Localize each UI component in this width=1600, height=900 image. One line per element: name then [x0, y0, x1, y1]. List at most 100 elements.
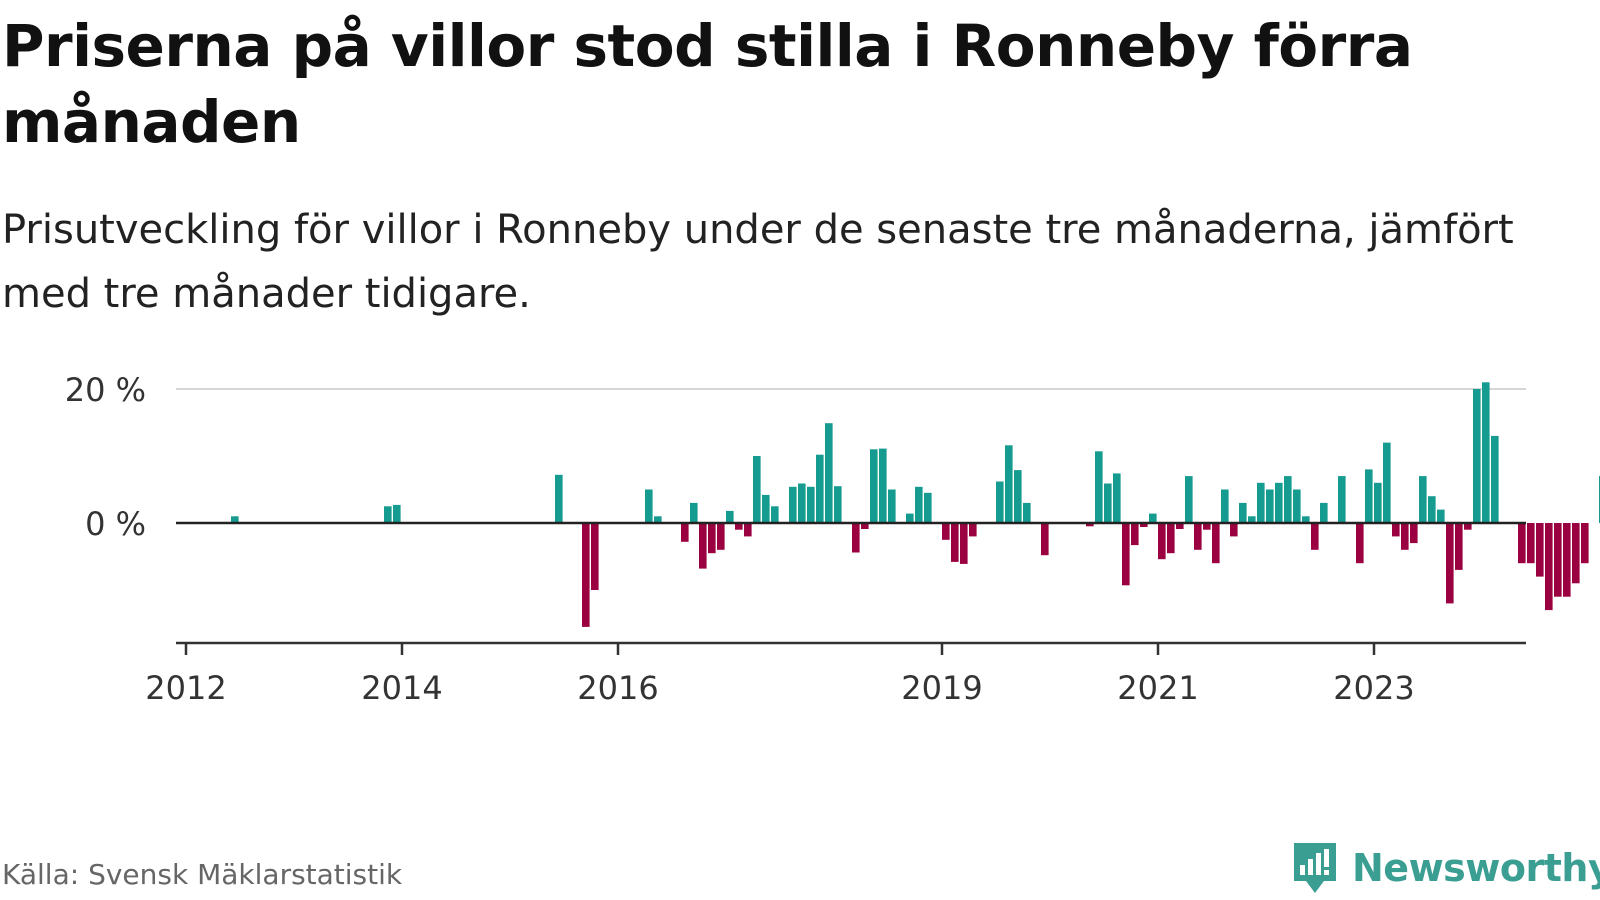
bar	[1014, 470, 1022, 523]
y-tick-label: 0 %	[85, 505, 146, 543]
bar	[753, 456, 761, 523]
bar	[1221, 489, 1229, 523]
bar	[807, 486, 815, 523]
bar	[231, 516, 239, 523]
bar	[1131, 523, 1139, 546]
bar	[888, 489, 896, 523]
bar	[591, 523, 599, 590]
bar	[555, 474, 563, 523]
brand-name: Newsworthy	[1352, 846, 1600, 890]
bar	[1005, 445, 1013, 523]
bar	[1374, 482, 1382, 523]
bar	[384, 506, 392, 524]
bar	[1446, 523, 1454, 604]
bar	[1527, 523, 1535, 564]
bar	[1410, 523, 1418, 544]
bar	[1563, 523, 1571, 597]
bar	[1293, 489, 1301, 523]
source-note: Källa: Svensk Mäklarstatistik	[2, 858, 403, 891]
x-tick-label: 2023	[1333, 669, 1414, 707]
bar	[1122, 523, 1130, 586]
bar	[915, 486, 923, 523]
bar	[861, 523, 869, 529]
bar	[690, 502, 698, 523]
bar	[1383, 442, 1391, 523]
bar	[1401, 523, 1409, 550]
bar	[1266, 489, 1274, 523]
newsworthy-logo-icon	[1294, 843, 1336, 893]
bar	[852, 523, 860, 553]
bar	[798, 483, 806, 523]
bar	[1311, 523, 1319, 550]
bar	[1113, 473, 1121, 523]
bar	[1554, 523, 1562, 597]
bar	[717, 523, 725, 550]
bar	[654, 516, 662, 523]
bar	[996, 481, 1004, 523]
bar	[1392, 523, 1400, 537]
bar	[726, 510, 734, 523]
bar	[771, 506, 779, 524]
bar	[1275, 482, 1283, 523]
bars-layer	[231, 382, 1600, 627]
x-tick-label: 2019	[901, 669, 982, 707]
bar	[708, 523, 716, 554]
bar	[1302, 516, 1310, 523]
bar	[924, 492, 932, 523]
bar	[906, 513, 914, 523]
bar	[1230, 523, 1238, 537]
bar	[834, 486, 842, 523]
x-tick-label: 2012	[145, 669, 226, 707]
chart-title: Priserna på villor stod stilla i Ronneby…	[2, 12, 1413, 156]
bar	[1365, 469, 1373, 523]
bar	[1095, 451, 1103, 523]
bar	[1176, 523, 1184, 529]
bar	[1572, 523, 1580, 584]
bar	[1428, 496, 1436, 523]
bar	[1536, 523, 1544, 577]
y-tick-label: 20 %	[65, 371, 146, 409]
bar	[1104, 483, 1112, 523]
bar	[1284, 476, 1292, 523]
bar	[1194, 523, 1202, 550]
bar	[879, 448, 887, 523]
bar	[1167, 523, 1175, 554]
bar	[1338, 476, 1346, 523]
bar	[735, 523, 743, 530]
bar	[393, 504, 401, 523]
bar	[1545, 523, 1553, 611]
bar	[744, 523, 752, 537]
bar	[870, 449, 878, 523]
bar	[951, 523, 959, 562]
bar	[1464, 523, 1472, 530]
bar	[645, 489, 653, 523]
bar	[825, 423, 833, 523]
bar	[942, 523, 950, 540]
x-tick-label: 2014	[361, 669, 442, 707]
bar	[1257, 482, 1265, 523]
bar	[1320, 502, 1328, 523]
brand-logo[interactable]: Newsworthy	[1290, 838, 1600, 898]
bar	[1482, 382, 1490, 523]
bar	[762, 494, 770, 523]
bar	[969, 523, 977, 537]
bar	[1473, 389, 1481, 523]
bar	[699, 523, 707, 569]
bar	[1581, 523, 1589, 564]
bar	[1086, 523, 1094, 527]
x-tick-label: 2021	[1117, 669, 1198, 707]
bar	[960, 523, 968, 564]
x-tick-label: 2016	[577, 669, 658, 707]
bar	[816, 454, 824, 523]
bar	[1239, 502, 1247, 523]
bar	[1455, 523, 1463, 570]
bar	[1437, 509, 1445, 523]
bar	[1212, 523, 1220, 564]
bar	[681, 523, 689, 542]
bar	[1149, 513, 1157, 523]
bar	[1419, 476, 1427, 523]
bar	[1023, 502, 1031, 523]
bar	[1158, 523, 1166, 560]
